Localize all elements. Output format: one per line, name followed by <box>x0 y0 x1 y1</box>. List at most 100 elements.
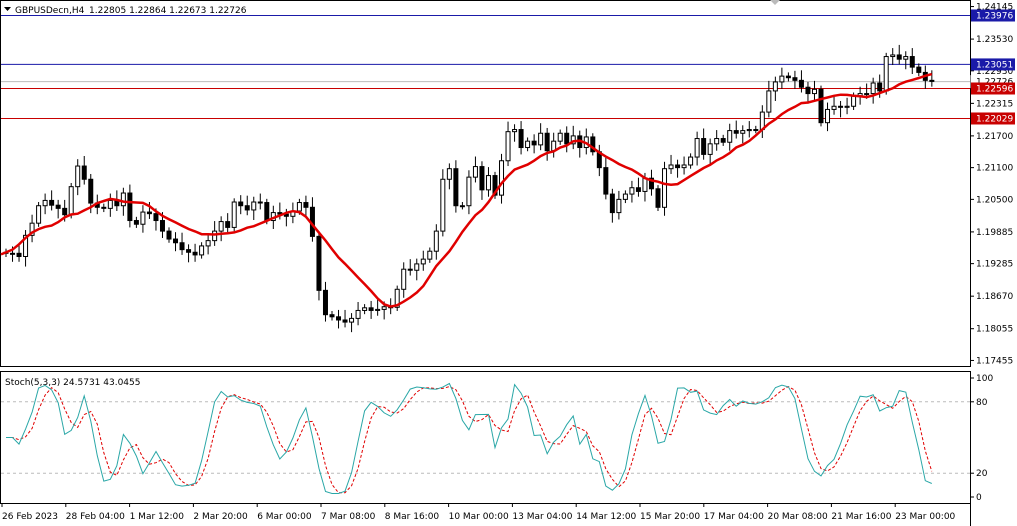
price-tick-label: 1.24145 <box>976 3 1013 13</box>
price-tag-box <box>971 82 1015 95</box>
time-tick-label: 6 Mar 00:00 <box>257 512 312 522</box>
candle-body <box>655 188 661 208</box>
stoch-tick-label: 100 <box>976 374 993 384</box>
time-tick-label: 20 Mar 08:00 <box>768 512 828 522</box>
time-tick-label: 15 Mar 20:00 <box>640 512 700 522</box>
candle-body <box>681 164 687 169</box>
candle-body <box>199 245 205 256</box>
candle-body <box>68 186 74 216</box>
price-tick-label: 1.21100 <box>976 164 1013 174</box>
time-tick-label: 1 Mar 12:00 <box>130 512 185 522</box>
candle-body <box>792 77 798 81</box>
candle-body <box>433 230 439 252</box>
time-tick-label: 21 Mar 16:00 <box>831 512 891 522</box>
candlestick-series <box>3 44 935 333</box>
candle-body <box>349 317 355 323</box>
price-tag-box <box>971 112 1015 125</box>
candle-body <box>629 187 635 195</box>
candle-body <box>838 105 844 108</box>
candle-body <box>864 93 870 96</box>
candle-body <box>785 75 791 79</box>
shift-marker-icon[interactable] <box>770 0 780 5</box>
candle-body <box>662 168 668 208</box>
candle-body <box>231 201 237 228</box>
stoch-header: Stoch(5,3,3) 24.5731 43.0455 <box>5 378 140 388</box>
candle-body <box>635 187 641 192</box>
candle-body <box>772 81 778 92</box>
candle-body <box>485 175 491 191</box>
candle-body <box>531 140 537 146</box>
candle-body <box>173 238 179 244</box>
candle-body <box>257 201 263 204</box>
candle-body <box>798 79 804 88</box>
candle-body <box>166 230 172 240</box>
stoch-tick-label: 0 <box>976 493 982 503</box>
price-tick-label: 1.20500 <box>976 195 1013 205</box>
candle-body <box>381 306 387 310</box>
candle-body <box>440 178 446 232</box>
candle-body <box>16 252 22 257</box>
candle-body <box>42 199 48 207</box>
candle-body <box>766 90 772 113</box>
time-tick-label: 7 Mar 08:00 <box>321 512 376 522</box>
candle-body <box>929 79 935 82</box>
stoch-tick-label: 20 <box>976 469 988 479</box>
price-tick-label: 1.23530 <box>976 35 1013 45</box>
candle-body <box>101 206 107 209</box>
price-tag-label: 1.22029 <box>976 114 1013 124</box>
candle-body <box>851 95 857 107</box>
candle-body <box>159 220 165 232</box>
candle-body <box>453 168 459 207</box>
candle-body <box>303 202 309 208</box>
candle-body <box>525 140 531 149</box>
candle-body <box>336 316 342 321</box>
candle-body <box>342 319 348 323</box>
candle-body <box>133 220 139 225</box>
stoch-axis: 100 80 20 0 <box>970 374 993 503</box>
ohlc-values: 1.22805 1.22864 1.22673 1.22726 <box>89 6 247 16</box>
moving-average-line <box>0 72 933 308</box>
candle-body <box>564 132 570 145</box>
candle-body <box>146 211 152 215</box>
stoch-signal-line <box>6 386 933 494</box>
candle-body <box>81 165 87 180</box>
candle-body <box>251 201 257 211</box>
candle-body <box>153 213 159 222</box>
candle-body <box>714 138 720 145</box>
candle-body <box>903 56 909 60</box>
candle-body <box>733 130 739 134</box>
candle-body <box>36 205 42 224</box>
price-tick-label: 1.21700 <box>976 132 1013 142</box>
candle-body <box>648 177 654 190</box>
candle-body <box>746 129 752 132</box>
time-tick-label: 13 Mar 04:00 <box>512 512 572 522</box>
candle-body <box>492 175 498 196</box>
candle-body <box>831 105 837 110</box>
candle-body <box>512 129 518 133</box>
candle-body <box>355 309 361 319</box>
candle-body <box>720 138 726 143</box>
candle-body <box>896 54 902 60</box>
candle-body <box>479 166 485 191</box>
dropdown-triangle-icon[interactable] <box>4 7 11 11</box>
candle-body <box>329 314 335 318</box>
candle-body <box>916 66 922 73</box>
candle-body <box>499 160 505 196</box>
candle-body <box>557 132 563 142</box>
candle-body <box>322 289 328 316</box>
candle-body <box>283 213 289 217</box>
candle-body <box>120 192 126 207</box>
candle-body <box>459 205 465 208</box>
candle-body <box>811 88 817 95</box>
candle-body <box>212 230 218 242</box>
time-axis: 26 Feb 2023 28 Feb 04:00 1 Mar 12:00 2 Mar … <box>1 503 956 522</box>
symbol-label: GBPUSDecn,H4 <box>15 6 85 16</box>
candle-body <box>107 199 113 209</box>
candle-body <box>472 166 478 178</box>
price-tag-label: 1.23051 <box>976 60 1013 70</box>
candle-body <box>505 131 511 162</box>
candle-body <box>844 105 850 108</box>
price-tick-label: 1.18670 <box>976 292 1013 302</box>
